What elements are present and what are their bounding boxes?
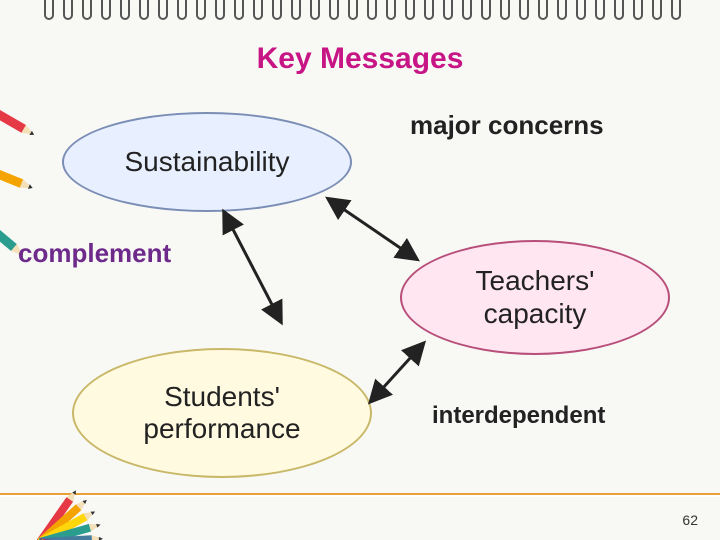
label-interdependent: interdependent [432, 402, 605, 430]
ellipse-students-performance: Students' performance [72, 348, 372, 478]
pencils-left-decor [0, 90, 60, 310]
label-major-concerns: major concerns [410, 110, 604, 141]
ellipse-teachers-capacity: Teachers' capacity [400, 240, 670, 355]
slide-title: Key Messages [0, 42, 720, 76]
spiral-binding [0, 0, 720, 30]
label-complement: complement [18, 238, 171, 269]
ellipse-sustainability: Sustainability [62, 112, 352, 212]
pencils-bottom-decor [0, 480, 260, 540]
page-number: 62 [682, 512, 698, 528]
